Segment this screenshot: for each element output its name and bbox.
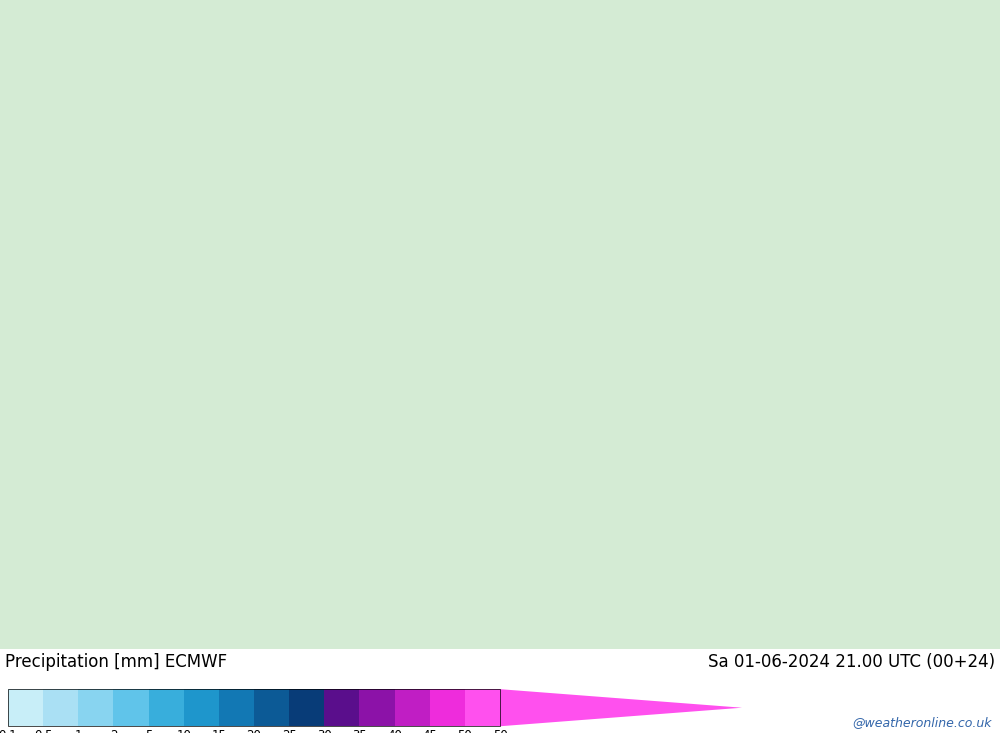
Bar [78,689,113,726]
Bar [184,689,219,726]
Bar [113,689,149,726]
Text: 45: 45 [422,729,437,733]
Bar [465,689,500,726]
Bar [254,689,289,726]
Text: 5: 5 [145,729,152,733]
Text: 0.1: 0.1 [0,729,17,733]
Text: 50: 50 [457,729,472,733]
Text: @weatheronline.co.uk: @weatheronline.co.uk [852,716,992,729]
Bar [359,689,395,726]
Text: 25: 25 [282,729,297,733]
Bar [289,689,324,726]
Bar [395,689,430,726]
Bar [430,689,465,726]
Bar [149,689,184,726]
Text: 2: 2 [110,729,117,733]
Text: 15: 15 [211,729,226,733]
Text: 40: 40 [387,729,402,733]
Text: 1: 1 [75,729,82,733]
Bar [219,689,254,726]
Text: 35: 35 [352,729,367,733]
Polygon shape [500,689,742,726]
Text: 10: 10 [176,729,191,733]
Bar [8,689,43,726]
Text: 0.5: 0.5 [34,729,52,733]
Text: 20: 20 [247,729,261,733]
Bar [324,689,359,726]
Text: Sa 01-06-2024 21.00 UTC (00+24): Sa 01-06-2024 21.00 UTC (00+24) [708,653,995,671]
Text: 50: 50 [493,729,507,733]
Bar [43,689,78,726]
Bar [8,689,500,726]
Text: Precipitation [mm] ECMWF: Precipitation [mm] ECMWF [5,653,227,671]
Text: 30: 30 [317,729,332,733]
